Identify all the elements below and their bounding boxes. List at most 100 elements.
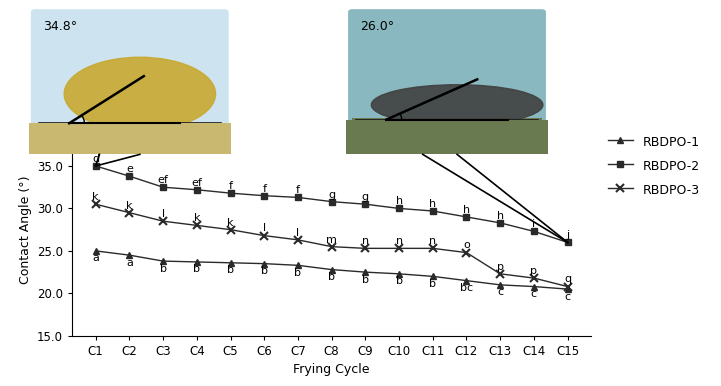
Text: b: b [429,279,436,289]
Text: 26.0°: 26.0° [360,20,394,33]
Text: h: h [463,205,470,215]
Line: RBDPO-3: RBDPO-3 [92,200,572,290]
RBDPO-2 [293,195,302,200]
RBDPO-3 [125,210,133,215]
RBDPO-1 [395,271,404,276]
Text: l: l [262,223,266,234]
RBDPO-2 [159,185,167,190]
Text: p: p [531,266,537,276]
RBDPO-2 [496,220,505,225]
Text: l: l [296,228,299,238]
Text: n: n [362,236,369,246]
Text: b: b [159,264,167,274]
Text: b: b [362,275,369,285]
RBDPO-3 [563,284,572,289]
RBDPO-2 [462,215,471,219]
Text: g: g [362,192,369,202]
RBDPO-3 [260,233,268,238]
RBDPO-2 [92,164,100,168]
Text: m: m [326,235,337,245]
Line: RBDPO-1: RBDPO-1 [92,247,571,293]
RBDPO-3 [193,223,201,228]
Text: f: f [262,184,266,193]
Text: p: p [497,262,504,272]
RBDPO-3 [226,227,235,232]
Text: k: k [126,201,133,210]
Text: ef: ef [158,175,169,185]
Text: j: j [566,230,569,240]
Text: c: c [531,289,537,299]
RBDPO-2 [260,193,268,198]
RBDPO-1 [496,283,505,287]
Text: ef: ef [191,178,203,188]
RBDPO-3 [462,250,471,255]
Text: o: o [463,240,470,251]
Text: a: a [92,254,99,264]
RBDPO-2 [226,191,235,195]
Text: e: e [126,164,133,174]
RBDPO-3 [428,246,437,251]
Text: n: n [396,236,402,246]
Text: c: c [497,288,503,298]
RBDPO-2 [361,202,370,207]
Bar [35,124,225,150]
RBDPO-1 [361,270,370,274]
Bar [346,120,548,154]
FancyBboxPatch shape [23,3,236,159]
RBDPO-3 [496,271,505,276]
Text: b: b [294,268,301,278]
Text: h: h [396,196,402,206]
Text: f: f [229,181,233,191]
Text: k: k [92,192,99,202]
RBDPO-2 [327,199,336,204]
FancyBboxPatch shape [348,9,546,153]
Text: b: b [227,265,234,275]
RBDPO-1 [428,274,437,279]
RBDPO-2 [530,229,539,234]
Ellipse shape [371,85,543,125]
Text: b: b [261,266,267,276]
Legend: RBDPO-1, RBDPO-2, RBDPO-3: RBDPO-1, RBDPO-2, RBDPO-3 [608,134,700,197]
RBDPO-2 [563,240,572,245]
Text: l: l [162,209,164,219]
RBDPO-1 [327,267,336,272]
Text: h: h [429,199,436,209]
RBDPO-3 [395,246,404,251]
Text: c: c [565,292,571,302]
RBDPO-1 [530,284,539,289]
Text: b: b [396,276,402,286]
RBDPO-2 [395,206,404,211]
Y-axis label: Contact Angle (°): Contact Angle (°) [19,175,32,284]
Text: b: b [193,264,200,274]
Text: g: g [328,190,335,200]
RBDPO-1 [293,263,302,267]
Line: RBDPO-2: RBDPO-2 [92,163,571,246]
FancyBboxPatch shape [340,3,554,159]
RBDPO-2 [125,174,133,178]
RBDPO-1 [193,260,201,264]
Text: 34.8°: 34.8° [43,20,77,33]
RBDPO-2 [428,209,437,213]
Text: h: h [497,211,504,221]
Text: a: a [126,258,133,268]
Bar [29,123,231,154]
Text: q: q [564,274,571,284]
FancyBboxPatch shape [31,9,229,153]
Text: n: n [429,236,436,246]
RBDPO-3 [530,276,539,280]
RBDPO-1 [226,261,235,265]
X-axis label: Frying Cycle: Frying Cycle [293,363,370,376]
Ellipse shape [64,57,216,130]
Text: d: d [92,154,99,164]
RBDPO-3 [361,246,370,251]
RBDPO-3 [159,219,167,223]
Text: f: f [296,185,300,195]
RBDPO-3 [92,202,100,207]
Text: bc: bc [460,283,473,293]
RBDPO-1 [125,253,133,257]
RBDPO-1 [260,261,268,266]
RBDPO-1 [92,249,100,253]
RBDPO-2 [193,188,201,192]
Bar [352,118,542,150]
RBDPO-3 [327,244,336,249]
